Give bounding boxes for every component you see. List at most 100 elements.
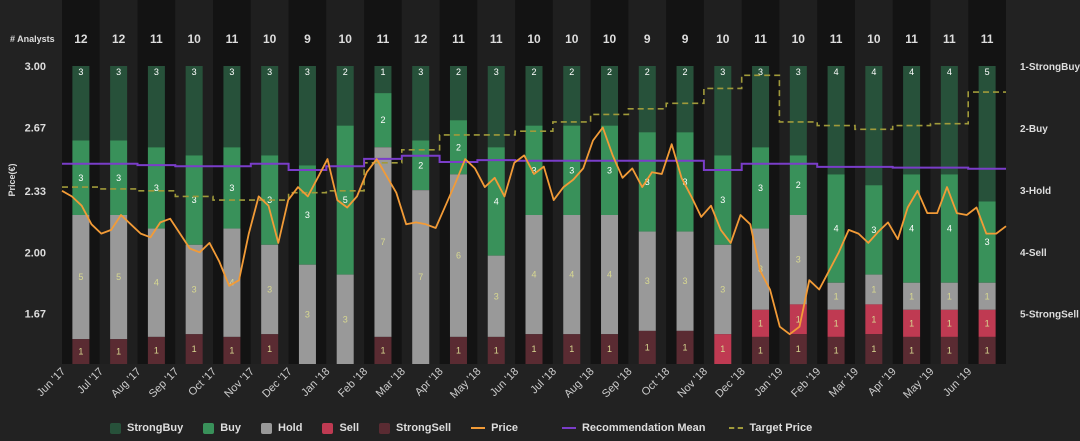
- bar-segment-strongbuy[interactable]: [223, 66, 241, 148]
- bar-segment-sell[interactable]: [827, 309, 845, 337]
- bar-segment-buy[interactable]: [374, 93, 392, 148]
- bar-segment-strongbuy[interactable]: [676, 66, 694, 133]
- bar-segment-strongbuy[interactable]: [940, 66, 958, 175]
- bar-segment-hold[interactable]: [487, 255, 505, 337]
- bar-segment-buy[interactable]: [978, 201, 996, 283]
- bar-segment-strongsell[interactable]: [676, 330, 694, 364]
- bar-segment-strongbuy[interactable]: [752, 66, 770, 148]
- bar-segment-sell[interactable]: [865, 304, 883, 335]
- bar-segment-buy[interactable]: [185, 155, 203, 245]
- bar-segment-buy[interactable]: [110, 140, 128, 216]
- bar-segment-strongsell[interactable]: [110, 339, 128, 364]
- bar-segment-sell[interactable]: [903, 309, 921, 337]
- bar-segment-hold[interactable]: [865, 274, 883, 305]
- bar-segment-buy[interactable]: [638, 132, 656, 232]
- bar-segment-hold[interactable]: [261, 244, 279, 335]
- bar-segment-buy[interactable]: [676, 132, 694, 232]
- bar-segment-strongbuy[interactable]: [374, 66, 392, 94]
- bar-segment-hold[interactable]: [223, 228, 241, 337]
- bar-segment-strongbuy[interactable]: [865, 66, 883, 186]
- bar-segment-hold[interactable]: [110, 215, 128, 340]
- bar-segment-strongbuy[interactable]: [147, 66, 165, 148]
- bar-segment-strongbuy[interactable]: [449, 66, 467, 121]
- bar-segment-strongsell[interactable]: [903, 336, 921, 364]
- bar-segment-strongsell[interactable]: [752, 336, 770, 364]
- bar-segment-buy[interactable]: [865, 185, 883, 275]
- legend-item-price[interactable]: Price: [471, 422, 518, 434]
- bar-segment-hold[interactable]: [185, 244, 203, 335]
- bar-segment-strongsell[interactable]: [940, 336, 958, 364]
- bar-segment-strongsell[interactable]: [525, 334, 543, 364]
- bar-segment-buy[interactable]: [563, 125, 581, 215]
- bar-segment-strongbuy[interactable]: [261, 66, 279, 156]
- bar-segment-hold[interactable]: [147, 228, 165, 337]
- bar-segment-buy[interactable]: [752, 147, 770, 229]
- bar-segment-hold[interactable]: [978, 282, 996, 310]
- bar-segment-hold[interactable]: [940, 282, 958, 310]
- bar-segment-buy[interactable]: [903, 174, 921, 283]
- bar-segment-strongsell[interactable]: [374, 336, 392, 364]
- bar-segment-sell[interactable]: [978, 309, 996, 337]
- bar-segment-buy[interactable]: [147, 147, 165, 229]
- bar-segment-strongbuy[interactable]: [336, 66, 354, 126]
- bar-segment-hold[interactable]: [638, 231, 656, 331]
- bar-segment-hold[interactable]: [789, 215, 807, 305]
- bar-segment-buy[interactable]: [487, 147, 505, 256]
- bar-segment-hold[interactable]: [412, 190, 430, 364]
- bar-segment-strongsell[interactable]: [72, 339, 90, 364]
- bar-segment-buy[interactable]: [412, 140, 430, 191]
- bar-segment-hold[interactable]: [676, 231, 694, 331]
- bar-segment-strongsell[interactable]: [827, 336, 845, 364]
- bar-segment-hold[interactable]: [563, 215, 581, 335]
- bar-segment-strongbuy[interactable]: [827, 66, 845, 175]
- bar-segment-strongbuy[interactable]: [563, 66, 581, 126]
- bar-segment-strongbuy[interactable]: [72, 66, 90, 141]
- legend-item-sell[interactable]: Sell: [322, 422, 359, 434]
- bar-segment-hold[interactable]: [525, 215, 543, 335]
- bar-segment-strongsell[interactable]: [865, 334, 883, 364]
- bar-segment-hold[interactable]: [601, 215, 619, 335]
- bar-segment-strongsell[interactable]: [487, 336, 505, 364]
- bar-segment-buy[interactable]: [827, 174, 845, 283]
- legend-item-buy[interactable]: Buy: [203, 422, 241, 434]
- bar-segment-hold[interactable]: [374, 147, 392, 337]
- bar-segment-hold[interactable]: [827, 282, 845, 310]
- bar-segment-buy[interactable]: [336, 125, 354, 275]
- bar-segment-strongsell[interactable]: [563, 334, 581, 364]
- bar-segment-strongbuy[interactable]: [978, 66, 996, 202]
- bar-segment-buy[interactable]: [72, 140, 90, 216]
- bar-segment-sell[interactable]: [940, 309, 958, 337]
- legend-item-strongbuy[interactable]: StrongBuy: [110, 422, 183, 434]
- bar-segment-strongbuy[interactable]: [638, 66, 656, 133]
- bar-segment-strongsell[interactable]: [638, 330, 656, 364]
- bar-segment-strongbuy[interactable]: [298, 66, 316, 166]
- bar-segment-strongsell[interactable]: [147, 336, 165, 364]
- bar-segment-strongsell[interactable]: [223, 336, 241, 364]
- bar-segment-strongsell[interactable]: [789, 334, 807, 364]
- bar-segment-strongsell[interactable]: [185, 334, 203, 364]
- bar-segment-strongbuy[interactable]: [525, 66, 543, 126]
- legend-item-target-price[interactable]: Target Price: [729, 422, 812, 434]
- bar-segment-buy[interactable]: [940, 174, 958, 283]
- bar-segment-hold[interactable]: [72, 215, 90, 340]
- bar-segment-strongbuy[interactable]: [487, 66, 505, 148]
- bar-segment-strongbuy[interactable]: [601, 66, 619, 126]
- bar-segment-strongbuy[interactable]: [903, 66, 921, 175]
- bar-segment-strongbuy[interactable]: [412, 66, 430, 141]
- bar-segment-hold[interactable]: [298, 264, 316, 364]
- bar-segment-buy[interactable]: [789, 155, 807, 215]
- bar-segment-strongbuy[interactable]: [714, 66, 732, 156]
- bar-segment-hold[interactable]: [714, 244, 732, 335]
- bar-segment-strongsell[interactable]: [449, 336, 467, 364]
- bar-segment-buy[interactable]: [525, 125, 543, 215]
- bar-segment-hold[interactable]: [449, 174, 467, 337]
- legend-item-strongsell[interactable]: StrongSell: [379, 422, 451, 434]
- bar-segment-buy[interactable]: [223, 147, 241, 229]
- bar-segment-strongsell[interactable]: [261, 334, 279, 364]
- bar-segment-strongbuy[interactable]: [110, 66, 128, 141]
- bar-segment-hold[interactable]: [336, 274, 354, 364]
- legend-item-hold[interactable]: Hold: [261, 422, 302, 434]
- bar-segment-hold[interactable]: [903, 282, 921, 310]
- bar-segment-strongsell[interactable]: [978, 336, 996, 364]
- bar-segment-sell[interactable]: [714, 334, 732, 364]
